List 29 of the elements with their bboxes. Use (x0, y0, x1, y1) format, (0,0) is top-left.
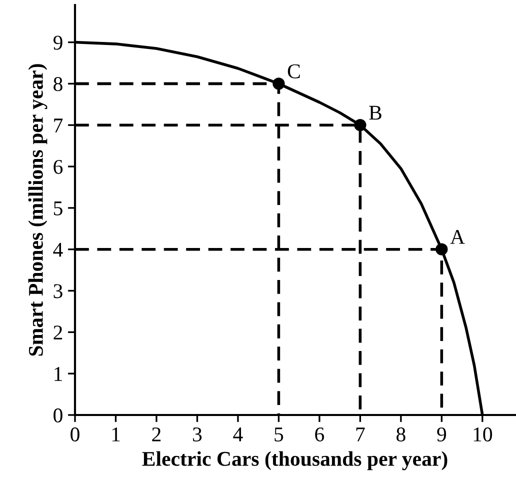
point (354, 119, 366, 132)
x-tick-label: 6 (315, 427, 324, 442)
y-tick-label: 1 (54, 367, 62, 381)
y-tick-label: 5 (54, 202, 62, 216)
point (436, 243, 448, 256)
x-axis-title: Electric Cars (thousands per year) (142, 451, 448, 470)
y-tick-label: 6 (54, 160, 63, 174)
y-axis-title: Smart Phones (millions per year) (28, 64, 48, 356)
x-tick-label: 4 (233, 428, 243, 442)
y-tick-label: 2 (54, 326, 62, 340)
y-tick-label: 3 (54, 284, 62, 298)
annotation: C (288, 64, 300, 78)
y-tick-label: 0 (54, 408, 62, 422)
x-tick-label: 10 (474, 427, 492, 442)
x-tick-label: 8 (396, 427, 406, 442)
x-tick-label: 1 (112, 428, 120, 442)
x-tick-label: 5 (274, 428, 284, 442)
x-tick-label: 7 (356, 428, 365, 442)
x-tick-label: 3 (193, 427, 202, 442)
y-tick-label: 7 (54, 118, 63, 132)
x-tick-label: 2 (152, 427, 161, 442)
y-tick-label: 4 (53, 242, 63, 257)
annotation: B (369, 106, 382, 120)
x-tick-label: 0 (70, 427, 80, 442)
y-tick-label: 8 (54, 77, 62, 92)
point (272, 78, 285, 90)
x-tick-label: 9 (437, 427, 446, 442)
annotation: A (450, 230, 465, 244)
y-tick-label: 9 (53, 36, 62, 50)
